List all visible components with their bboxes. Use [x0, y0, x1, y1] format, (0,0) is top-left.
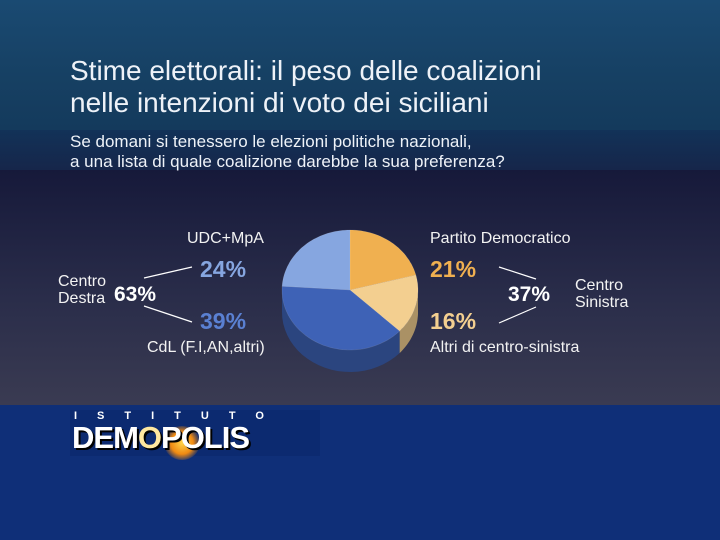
- group-name-line-2: Sinistra: [575, 294, 629, 311]
- value-cdl: 39%: [200, 308, 247, 334]
- header-band: [0, 0, 720, 130]
- group-total-centro-destra: 63%: [114, 283, 157, 306]
- group-name-centro-sinistra: Centro Sinistra: [575, 277, 628, 311]
- leader-altri: [498, 306, 537, 324]
- leader-lines: [143, 266, 537, 324]
- group-name-centro-destra: Centro Destra: [58, 273, 106, 307]
- logo-text-c: POLIS: [161, 420, 250, 455]
- subtitle-line-1: Se domani si tenessero le elezioni polit…: [70, 132, 472, 151]
- title-line-1: Stime elettorali: il peso delle coalizio…: [70, 55, 542, 86]
- pie-depth-layer: [282, 290, 418, 372]
- label-udc-mpa: UDC+MpA: [187, 230, 264, 247]
- demopolis-logo: DEMOPOLIS: [72, 420, 250, 456]
- group-name-line-1: Centro: [575, 277, 624, 294]
- logo-text-b: O: [137, 420, 162, 455]
- pie-side-2: [282, 290, 400, 372]
- label-cdl: CdL (F.I,AN,altri): [147, 339, 265, 356]
- group-name-line-2: Destra: [58, 290, 106, 307]
- logo-sun-icon: [164, 426, 200, 460]
- value-partito-democratico: 21%: [430, 256, 477, 282]
- pie-slice-0: [349, 229, 417, 291]
- pie-top-layer: [281, 229, 419, 351]
- subtitle-line-2: a una lista di quale coalizione darebbe …: [70, 152, 505, 171]
- pie-slice-3: [281, 229, 351, 291]
- leader-pd: [498, 266, 537, 280]
- group-total-centro-sinistra: 37%: [508, 283, 551, 306]
- label-altri-centro-sinistra: Altri di centro-sinistra: [430, 339, 580, 356]
- group-name-line-1: Centro: [58, 273, 107, 290]
- pie-slice-1: [349, 274, 419, 332]
- value-udc-mpa: 24%: [200, 256, 247, 282]
- chart-subtitle: Se domani si tenessero le elezioni polit…: [70, 132, 710, 172]
- title-line-2: nelle intenzioni di voto dei siciliani: [70, 87, 489, 118]
- leader-cdl: [143, 305, 193, 323]
- pie-slice-2: [281, 285, 401, 351]
- label-partito-democratico: Partito Democratico: [430, 230, 571, 247]
- chart-title: Stime elettorali: il peso delle coalizio…: [70, 55, 710, 119]
- leader-udc: [143, 266, 193, 279]
- pie-side-1: [399, 290, 418, 354]
- value-altri-centro-sinistra: 16%: [430, 308, 477, 334]
- subtitle-band: [0, 130, 720, 170]
- logo-top-text: ISTITUTO: [74, 410, 284, 422]
- logo-text-a: DEM: [72, 420, 139, 455]
